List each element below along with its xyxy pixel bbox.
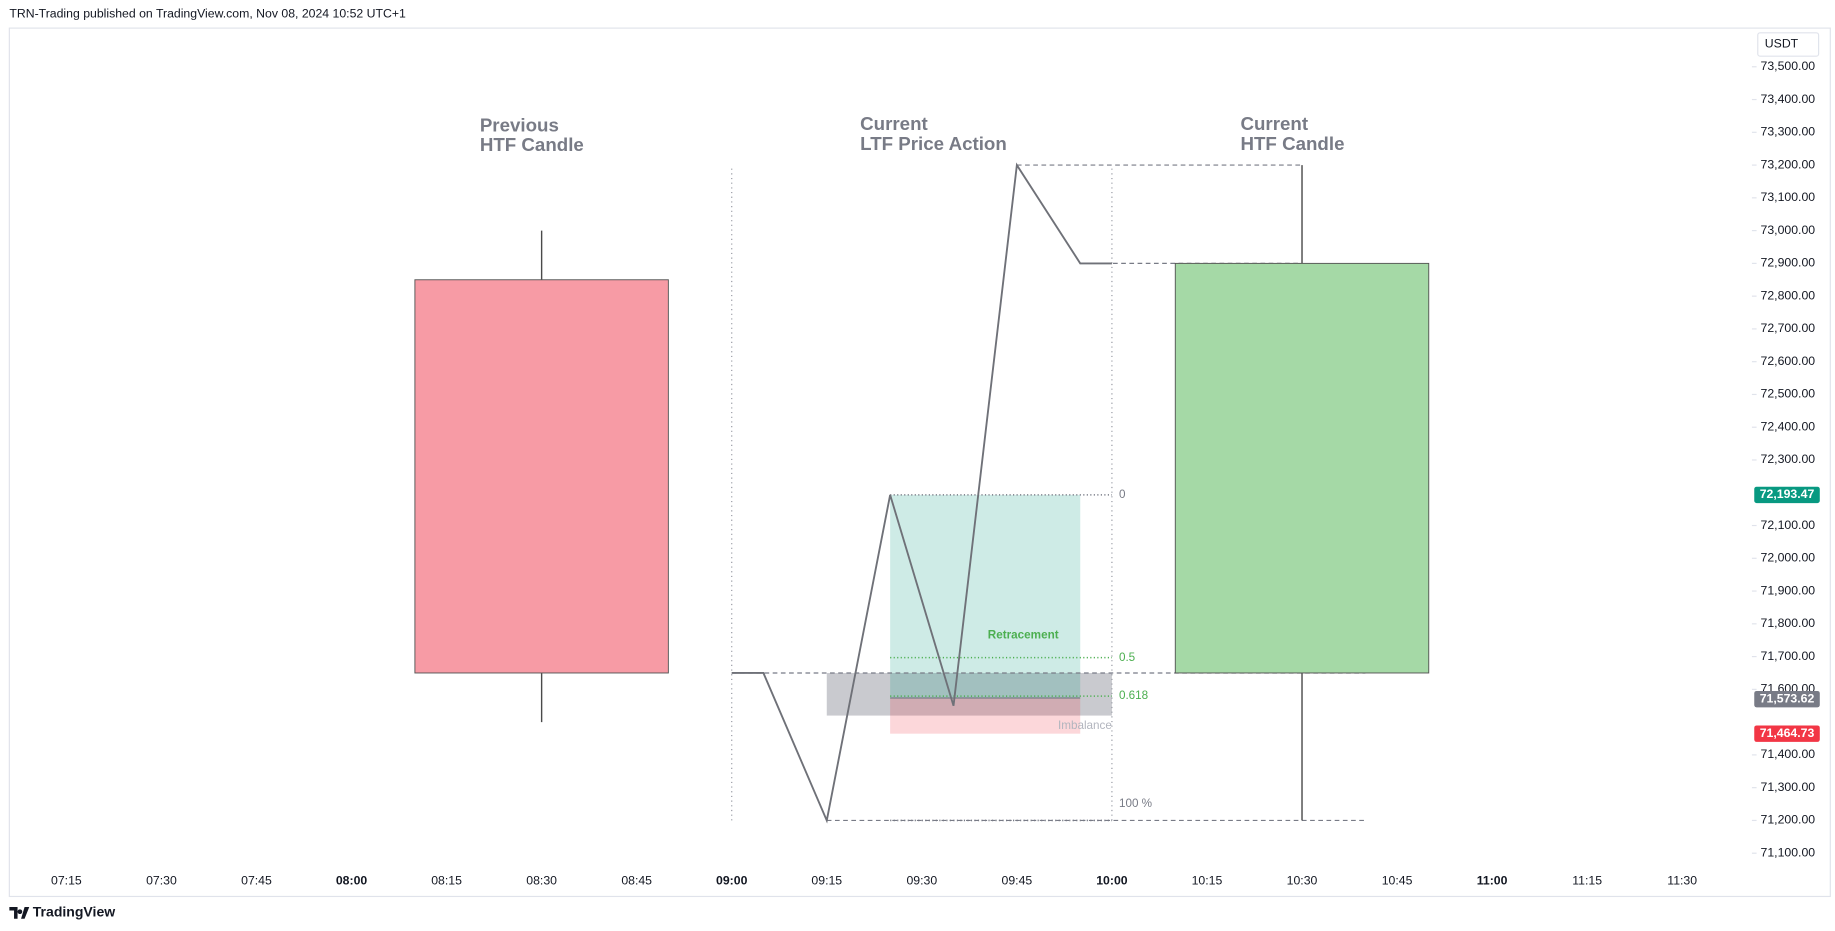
y-tick-label: 73,100.00 — [1761, 190, 1816, 204]
x-tick-label: 11:15 — [1572, 873, 1602, 887]
x-tick-label: 08:15 — [431, 873, 462, 887]
imbalance-box — [826, 672, 1112, 716]
x-tick-label: 08:00 — [336, 873, 368, 887]
brand: TradingView — [33, 904, 115, 920]
candle-body — [414, 279, 669, 674]
chart-frame — [8, 27, 1831, 898]
x-tick-label: 10:15 — [1192, 873, 1223, 887]
imbalance-label: Imbalance — [1058, 719, 1112, 732]
y-tick-label: 72,100.00 — [1761, 518, 1816, 532]
annotation-line: Previous — [480, 114, 559, 135]
annotation-line: HTF Candle — [480, 134, 584, 155]
y-tick-label: 72,400.00 — [1761, 419, 1816, 433]
fib-label: 0.618 — [1119, 689, 1148, 702]
y-tick-label: 73,200.00 — [1761, 157, 1816, 171]
y-tick-label: 72,700.00 — [1761, 321, 1816, 335]
y-tick-label: 73,400.00 — [1761, 92, 1816, 106]
y-tick-label: 72,000.00 — [1761, 551, 1816, 565]
position-label: Retracement — [988, 629, 1059, 642]
price-label-box — [1754, 690, 1820, 708]
price-label: 72,193.47 — [1760, 487, 1815, 501]
x-tick-label: 07:30 — [146, 873, 177, 887]
currency: USDT — [1765, 37, 1799, 51]
y-tick-label: 71,800.00 — [1761, 616, 1816, 630]
y-tick-label: 72,800.00 — [1761, 288, 1816, 302]
currency-box — [1757, 32, 1820, 57]
annotation-line: Current — [1240, 113, 1308, 134]
price-label: 71,464.73 — [1760, 726, 1815, 740]
x-tick-label: 07:45 — [241, 873, 272, 887]
annotation-line: LTF Price Action — [860, 133, 1007, 154]
y-tick-label: 73,500.00 — [1761, 59, 1816, 73]
y-tick-label: 71,200.00 — [1761, 813, 1816, 827]
x-tick-label: 09:00 — [716, 873, 748, 887]
y-tick-label: 72,500.00 — [1761, 387, 1816, 401]
y-tick-label: 72,300.00 — [1761, 452, 1816, 466]
x-tick-label: 08:45 — [621, 873, 652, 887]
x-tick-label: 09:45 — [1002, 873, 1033, 887]
y-tick-label: 72,600.00 — [1761, 354, 1816, 368]
y-tick-label: 71,300.00 — [1761, 780, 1816, 794]
fib-label: 0 — [1119, 488, 1126, 501]
x-tick-label: 10:30 — [1287, 873, 1318, 887]
price-line — [731, 162, 1112, 824]
price-label: 71,573.62 — [1760, 691, 1815, 705]
y-tick-label: 71,100.00 — [1761, 845, 1816, 859]
fib-label: 100 % — [1119, 797, 1152, 810]
fib-label: 0.5 — [1119, 651, 1136, 664]
x-tick-label: 09:30 — [906, 873, 937, 887]
brand-logo — [9, 906, 30, 919]
price-label-box — [1754, 486, 1820, 504]
x-tick-label: 07:15 — [51, 873, 82, 887]
target-zone — [890, 494, 1081, 699]
y-tick-label: 73,000.00 — [1761, 223, 1816, 237]
x-tick-label: 10:45 — [1382, 873, 1413, 887]
x-tick-label: 08:30 — [526, 873, 557, 887]
candle-body — [1174, 262, 1430, 674]
y-tick-label: 71,400.00 — [1761, 747, 1816, 761]
price-label-box — [1754, 725, 1820, 742]
y-tick-label: 71,700.00 — [1761, 649, 1816, 663]
x-tick-label: 11:30 — [1667, 873, 1697, 887]
y-tick-label: 71,900.00 — [1761, 583, 1816, 597]
stop-zone — [890, 698, 1081, 734]
y-tick-label: 73,300.00 — [1761, 125, 1816, 139]
x-tick-label: 11:00 — [1477, 873, 1508, 887]
header: TRN-Trading published on TradingView.com… — [9, 6, 406, 20]
x-tick-label: 10:00 — [1096, 873, 1128, 887]
y-tick-label: 72,900.00 — [1761, 256, 1816, 270]
annotation-line: HTF Candle — [1240, 133, 1344, 154]
x-tick-label: 09:15 — [811, 873, 842, 887]
annotation-line: Current — [860, 113, 928, 134]
